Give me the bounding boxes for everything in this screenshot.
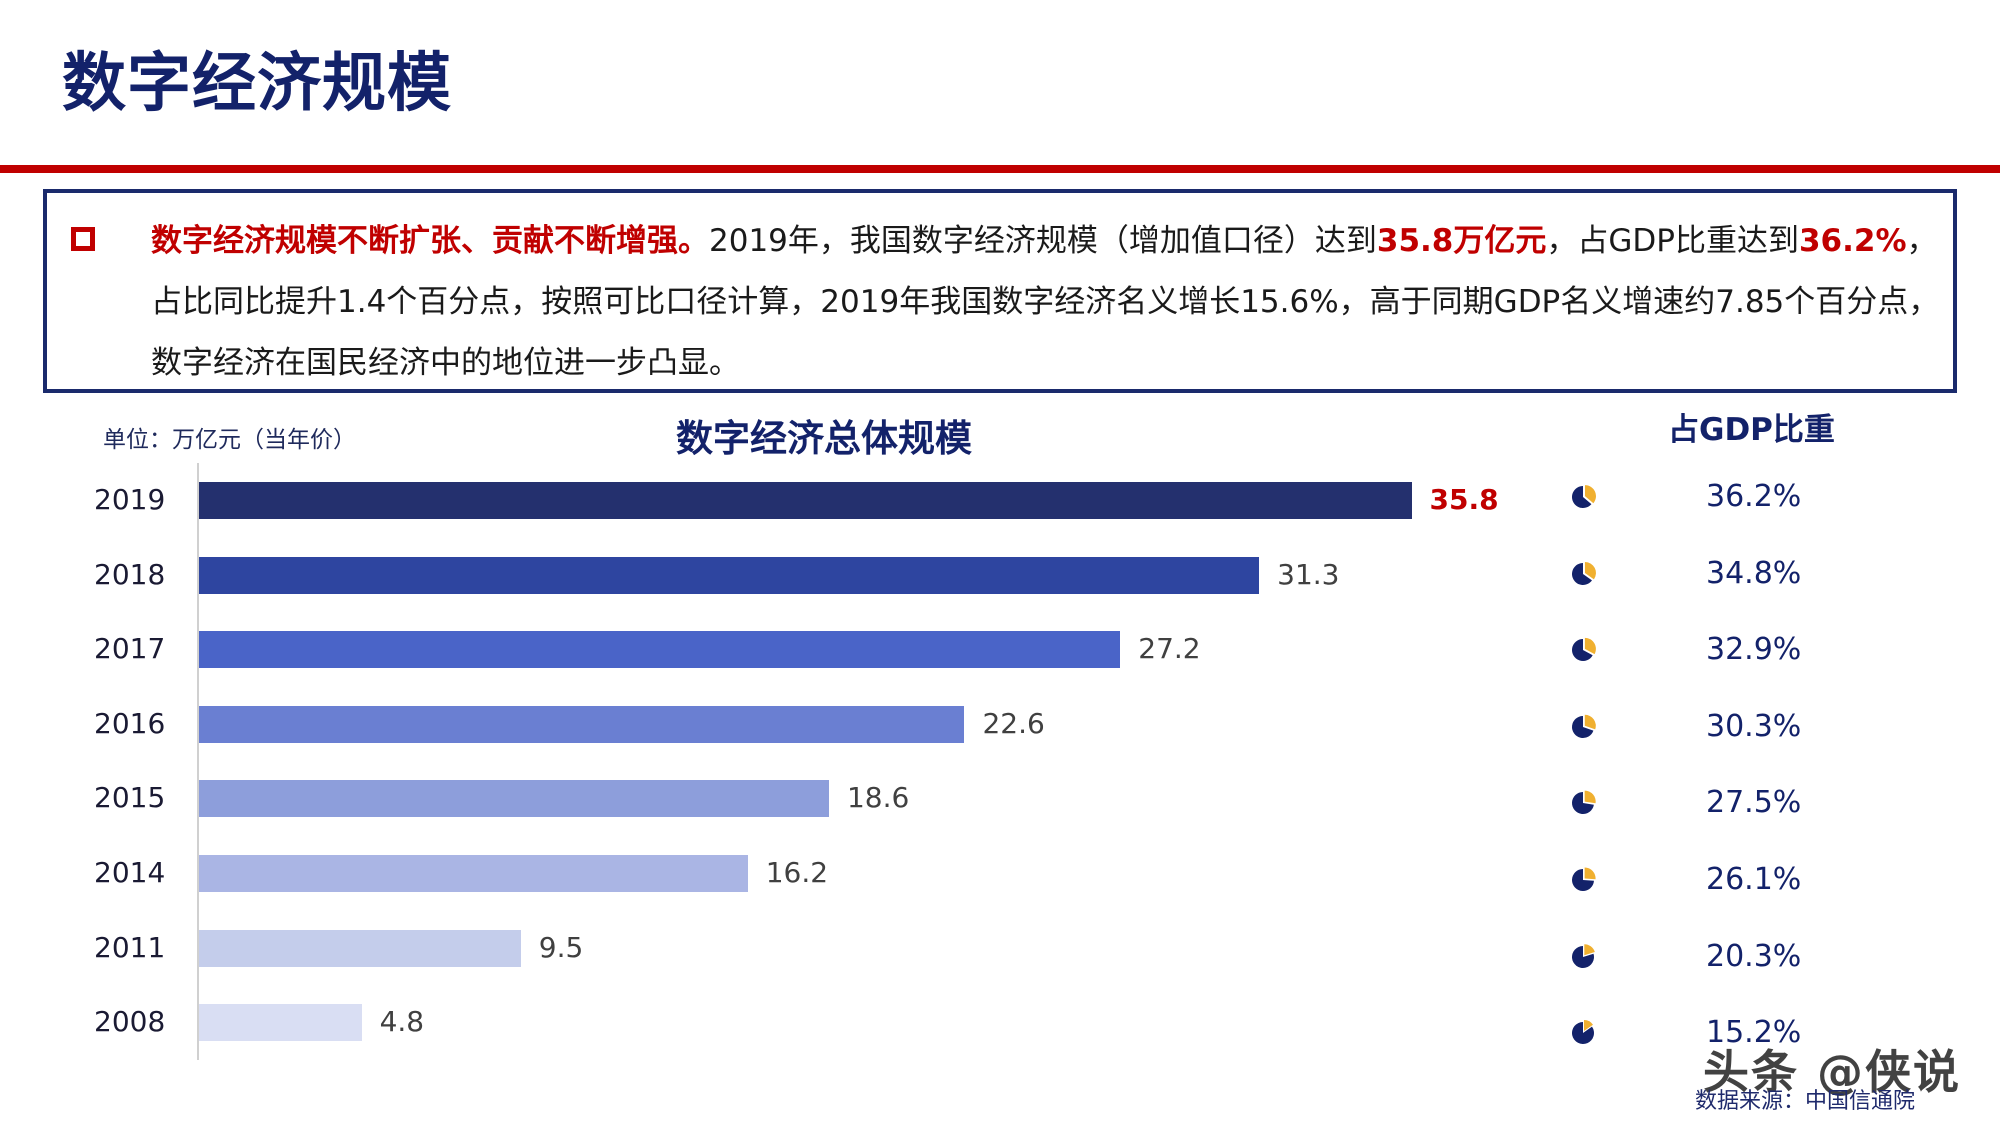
summary-highlight: 数字经济规模不断扩张、贡献不断增强。 — [151, 223, 709, 259]
bar-2014 — [199, 855, 748, 892]
year-label: 2019 — [94, 483, 166, 516]
pie-share-icon — [1572, 485, 1596, 508]
pie-share-icon — [1571, 1020, 1594, 1045]
year-label: 2016 — [94, 706, 166, 740]
year-label: 2008 — [94, 1005, 166, 1039]
year-label: 2017 — [94, 632, 166, 666]
year-label: 2015 — [94, 781, 166, 815]
summary-box: 数字经济规模不断扩张、贡献不断增强。2019年，我国数字经济规模（增加值口径）达… — [43, 189, 1957, 393]
data-source: 数据来源：中国信通院 — [1695, 1089, 1916, 1114]
year-label: 2011 — [94, 930, 166, 964]
bar-value-label: 35.8 — [1429, 483, 1499, 516]
bar-2017 — [199, 631, 1121, 669]
hollow-square-bullet-icon — [71, 227, 95, 251]
summary-run: 2019年，我国数字经济规模（增加值口径）达到 — [709, 223, 1377, 259]
gdp-share-header: 占GDP比重 — [1668, 412, 1835, 448]
gdp-share-value: 32.9% — [1706, 632, 1802, 668]
gdp-share-value: 15.2% — [1706, 1015, 1802, 1051]
summary-run: ，占GDP比重达到 — [1546, 223, 1799, 259]
category-axis-line — [197, 463, 199, 1060]
gdp-share-value: 30.3% — [1706, 708, 1802, 744]
pie-share-icon — [1571, 867, 1596, 891]
bar-value-label: 22.6 — [982, 706, 1045, 740]
summary-highlight: 35.8万亿元 — [1376, 223, 1547, 259]
bar-value-label: 27.2 — [1138, 632, 1201, 666]
summary-highlight: 36.2% — [1798, 223, 1907, 259]
pie-share-icon — [1571, 790, 1596, 815]
watermark: 头条 @侠说 — [1703, 1045, 1962, 1099]
pie-share-icon — [1572, 714, 1596, 738]
pie-share-icon — [1571, 943, 1595, 968]
year-label: 2018 — [94, 557, 166, 591]
chart-title: 数字经济总体规模 — [676, 417, 972, 460]
page-title: 数字经济规模 — [62, 47, 452, 121]
bar-value-label: 4.8 — [379, 1005, 425, 1039]
title-divider — [0, 165, 2000, 173]
gdp-share-value: 20.3% — [1706, 938, 1802, 974]
bar-2016 — [199, 705, 965, 743]
unit-label: 单位：万亿元（当年价） — [103, 427, 356, 453]
summary-text: 数字经济规模不断扩张、贡献不断增强。2019年，我国数字经济规模（增加值口径）达… — [151, 211, 1951, 394]
bar-value-label: 31.3 — [1277, 557, 1340, 591]
gdp-share-value: 34.8% — [1706, 555, 1802, 591]
bar-2011 — [199, 929, 521, 967]
bar-value-label: 16.2 — [765, 856, 829, 889]
bar-value-label: 18.6 — [846, 781, 910, 815]
bar-2015 — [199, 780, 829, 818]
gdp-share-value: 26.1% — [1706, 862, 1802, 897]
bar-2019 — [199, 482, 1412, 519]
pie-share-icon — [1571, 561, 1596, 585]
bar-value-label: 9.5 — [538, 930, 584, 964]
bar-2008 — [199, 1004, 362, 1042]
gdp-share-value: 36.2% — [1706, 479, 1802, 514]
pie-share-icon — [1571, 638, 1596, 662]
summary-run: ，占比同比提升1.4个百分点，按照可比口径计算，2019年我国数字经济名义增长1… — [151, 223, 1940, 381]
bar-2018 — [199, 556, 1260, 594]
year-label: 2014 — [94, 856, 166, 889]
gdp-share-value: 27.5% — [1706, 785, 1802, 821]
